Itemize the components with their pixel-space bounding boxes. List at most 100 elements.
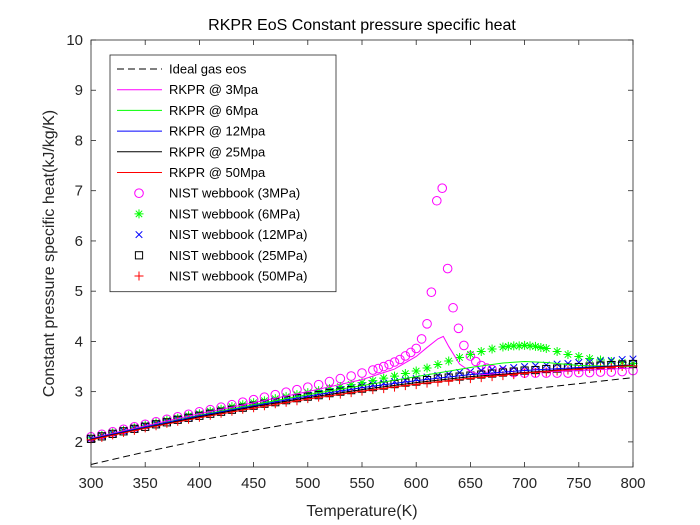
x-tick-label: 550 — [349, 475, 374, 492]
legend-label: RKPR @ 3Mpa — [169, 82, 259, 97]
legend-label: NIST webbook (25MPa) — [169, 248, 308, 263]
x-tick-label: 450 — [241, 475, 266, 492]
data-point — [520, 340, 530, 350]
series-rkpr-12mpa — [90, 364, 634, 440]
data-point — [390, 371, 400, 381]
legend-label: RKPR @ 6Mpa — [169, 103, 259, 118]
data-point — [552, 346, 562, 356]
data-point — [395, 354, 405, 365]
data-point — [422, 363, 432, 373]
y-tick-label: 6 — [75, 233, 83, 250]
legend-label: NIST webbook (3MPa) — [169, 186, 300, 201]
data-point — [400, 369, 410, 379]
series-line — [90, 377, 634, 465]
data-point — [530, 341, 540, 351]
data-point — [453, 323, 464, 334]
data-point — [437, 183, 448, 193]
legend-box — [109, 54, 337, 293]
data-point — [595, 355, 605, 365]
legend-swatch — [134, 209, 144, 219]
x-tick-label: 350 — [133, 475, 158, 492]
legend-swatch — [135, 230, 143, 239]
data-point — [411, 366, 421, 376]
legend-label: NIST webbook (12MPa) — [169, 227, 308, 242]
legend-entry-nist-webbook-50mpa: NIST webbook (50MPa) — [134, 269, 308, 284]
data-point — [509, 341, 519, 351]
x-tick-label: 600 — [404, 475, 429, 492]
data-point — [347, 384, 355, 392]
data-point — [373, 363, 384, 374]
x-axis-label: Temperature(K) — [306, 503, 417, 520]
data-point — [379, 373, 389, 383]
legend-label: RKPR @ 12Mpa — [169, 124, 266, 139]
data-point — [416, 334, 427, 344]
legend-entry-rkpr-25mpa: RKPR @ 25Mpa — [117, 144, 266, 159]
legend-entry-nist-webbook-6mpa: NIST webbook (6MPa) — [134, 206, 300, 221]
data-point — [465, 349, 475, 359]
legend-entry-nist-webbook-12mpa: NIST webbook (12MPa) — [135, 227, 308, 242]
data-point — [314, 386, 324, 396]
data-point — [476, 346, 486, 356]
series-line — [90, 365, 634, 441]
series-rkpr-50mpa — [90, 365, 634, 441]
data-point — [574, 351, 584, 361]
legend-swatch — [134, 188, 144, 198]
data-point — [531, 361, 540, 370]
data-point — [585, 358, 594, 366]
x-tick-label: 700 — [512, 475, 537, 492]
x-tick-label: 400 — [187, 475, 212, 492]
data-point — [503, 341, 513, 351]
data-point — [536, 342, 546, 352]
data-point — [431, 195, 442, 206]
series-layer — [86, 183, 638, 465]
data-point — [618, 355, 626, 364]
data-point — [607, 356, 615, 365]
legend-entry-rkpr-50mpa: RKPR @ 50Mpa — [117, 165, 266, 180]
legend-entry-rkpr-6mpa: RKPR @ 6Mpa — [117, 103, 259, 118]
legend: Ideal gas eos RKPR @ 3Mpa RKPR @ 6Mpa RKPR … — [109, 54, 337, 293]
legend-label: NIST webbook (50MPa) — [169, 269, 308, 284]
data-point — [422, 319, 432, 329]
data-point — [448, 302, 458, 313]
y-tick-label: 9 — [75, 82, 83, 99]
data-point — [553, 360, 561, 368]
data-point — [596, 357, 605, 365]
data-point — [400, 351, 411, 361]
data-point — [368, 376, 378, 386]
y-tick-label: 8 — [75, 132, 83, 149]
data-point — [442, 263, 453, 274]
y-axis-label: Constant pressure specific heat(kJ/kg/K) — [41, 110, 58, 397]
data-point — [563, 349, 573, 359]
legend-entry-rkpr-3mpa: RKPR @ 3Mpa — [117, 82, 259, 97]
data-point — [514, 341, 524, 351]
chart-title: RKPR EoS Constant pressure specific heat — [208, 17, 516, 34]
data-point — [324, 384, 334, 394]
data-point — [357, 368, 367, 378]
legend-label: RKPR @ 25Mpa — [169, 144, 266, 159]
data-point — [433, 360, 443, 370]
x-tick-label: 650 — [458, 475, 483, 492]
y-tick-label: 5 — [75, 283, 83, 300]
data-point — [525, 341, 535, 351]
legend-entry-nist-webbook-3mpa: NIST webbook (3MPa) — [134, 186, 300, 201]
series-ideal-gas-eos — [90, 377, 634, 465]
legend-entry-rkpr-12mpa: RKPR @ 12Mpa — [117, 124, 266, 139]
data-point — [389, 357, 400, 367]
y-tick-label: 4 — [75, 333, 83, 350]
legend-label: Ideal gas eos — [169, 62, 247, 77]
legend-swatch — [134, 271, 144, 281]
x-tick-label: 500 — [295, 475, 320, 492]
data-point — [575, 358, 583, 367]
data-point — [368, 365, 378, 375]
legend-label: RKPR @ 50Mpa — [169, 165, 266, 180]
data-point — [411, 343, 422, 354]
data-point — [459, 340, 469, 351]
data-point — [455, 352, 465, 362]
data-point — [378, 361, 389, 372]
y-tick-label: 3 — [75, 384, 83, 401]
series-line — [90, 364, 634, 440]
legend-swatch — [134, 251, 144, 260]
data-point — [541, 343, 551, 353]
